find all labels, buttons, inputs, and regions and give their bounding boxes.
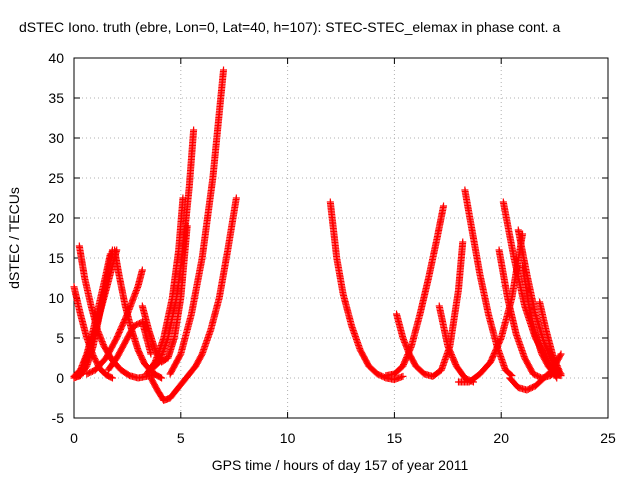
series-15 (382, 202, 448, 380)
y-tick-label: 0 (56, 370, 64, 386)
y-tick-label: 30 (48, 130, 64, 146)
x-tick-label: 10 (280, 430, 296, 446)
data-point (557, 372, 565, 380)
series-25 (536, 298, 563, 374)
y-axis-label: dSTEC / TECUs (6, 187, 22, 289)
x-tick-label: 5 (177, 430, 185, 446)
data-point (190, 126, 198, 134)
x-tick-label: 0 (70, 430, 78, 446)
data-point (497, 335, 505, 343)
data-points (70, 66, 565, 404)
series-16 (393, 238, 467, 380)
axis-ticks (73, 57, 609, 419)
y-tick-label: 20 (48, 210, 64, 226)
data-point (108, 374, 116, 382)
data-point (156, 373, 164, 381)
data-point (158, 374, 166, 382)
data-point (107, 373, 115, 381)
series-5 (81, 246, 121, 366)
data-point (147, 350, 155, 358)
series-14 (326, 198, 407, 384)
series-13 (166, 66, 228, 378)
x-axis-label: GPS time / hours of day 157 of year 2011 (212, 457, 469, 473)
series-24 (519, 262, 565, 380)
data-point (440, 202, 448, 210)
x-tick-label: 15 (387, 430, 403, 446)
series-12 (147, 194, 240, 404)
chart-title: dSTEC Iono. truth (ebre, Lon=0, Lat=40, … (19, 19, 560, 35)
x-tick-label: 25 (600, 430, 616, 446)
y-tick-label: 40 (48, 50, 64, 66)
data-point (232, 194, 240, 202)
data-point (555, 366, 563, 374)
data-point (179, 194, 187, 202)
data-point (459, 238, 467, 246)
data-point (399, 372, 407, 380)
y-tick-label: 5 (56, 330, 64, 346)
y-tick-label: 25 (48, 170, 64, 186)
series-20 (495, 246, 563, 382)
y-tick-label: 35 (48, 90, 64, 106)
series-11 (143, 194, 187, 378)
plot-frame (73, 57, 609, 419)
x-tick-label: 20 (493, 430, 509, 446)
data-point (557, 350, 565, 358)
data-point (220, 66, 228, 74)
y-tick-label: -5 (52, 410, 65, 426)
data-point (556, 351, 564, 359)
tick-labels: 0 5 10 15 20 25 -5 0 5 10 15 20 25 30 35 40 (48, 50, 616, 446)
y-tick-label: 10 (48, 290, 64, 306)
series-7 (83, 266, 146, 378)
y-tick-label: 15 (48, 250, 64, 266)
data-point (138, 266, 146, 274)
